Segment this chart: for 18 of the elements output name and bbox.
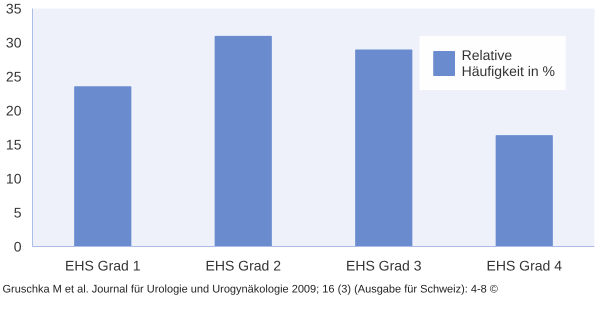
text: Gruschka M et al. Journal für Urologie und Urogynäkologie 2009; 16 (3) (Ausgabe für Schweiz): 4-8 © (2, 284, 498, 296)
bar (74, 86, 132, 246)
y-tick-label: 15 (6, 136, 22, 152)
x-tick-label: EHS Grad 2 (206, 258, 282, 274)
bar (214, 36, 272, 246)
x-tick-label: EHS Grad 1 (65, 258, 141, 274)
y-tick-label: 25 (6, 68, 22, 84)
y-tick-label: 0 (14, 238, 22, 254)
y-tick-label: 5 (14, 204, 22, 220)
bar (496, 135, 553, 246)
x-tick-label: EHS Grad 4 (486, 258, 562, 274)
y-tick-label: 20 (6, 102, 22, 118)
y-tick-label: 35 (6, 0, 22, 16)
y-tick-label: 10 (6, 170, 22, 186)
legend-label: Relative Häufigkeit in % (462, 47, 555, 79)
bar (355, 49, 412, 246)
y-tick-label: 30 (6, 34, 22, 50)
x-tick-label: EHS Grad 3 (346, 258, 422, 274)
